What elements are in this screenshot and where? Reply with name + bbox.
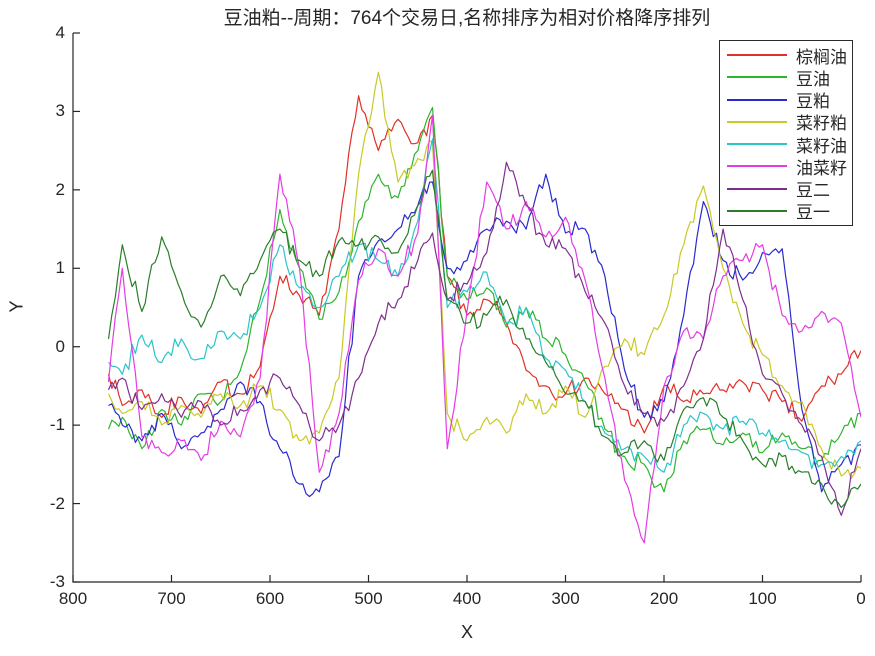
x-axis-label: X: [460, 622, 473, 642]
legend-line-swatch: [727, 54, 787, 57]
x-tick-label: 500: [354, 589, 383, 608]
legend-item-7: 豆一: [720, 200, 852, 222]
legend-item-3: 菜籽粕: [720, 111, 852, 133]
legend-item-label: 棕榈油: [796, 47, 847, 67]
legend-line-swatch: [727, 143, 787, 146]
series-line-4: [108, 138, 861, 473]
y-tick-label: 0: [55, 336, 65, 356]
legend-item-label: 豆一: [796, 203, 830, 223]
series-line-6: [107, 161, 861, 516]
legend-line-swatch: [727, 165, 787, 168]
legend-line-swatch: [727, 187, 787, 190]
x-tick-label: 800: [58, 589, 88, 608]
legend-line-swatch: [727, 120, 787, 123]
series-line-3: [107, 71, 861, 480]
legend-box: 棕榈油 豆油豆粕 菜籽粕 菜籽油 油菜籽豆二 豆一: [719, 40, 853, 226]
y-tick-label: 3: [55, 101, 65, 121]
y-tick-label: 2: [55, 179, 65, 199]
legend-item-6: 豆二: [720, 178, 852, 200]
y-tick-label: -1: [49, 415, 65, 435]
x-tick-label: 300: [551, 589, 580, 608]
legend-line-swatch: [727, 76, 787, 79]
y-tick-label: 1: [55, 258, 65, 278]
x-tick-label: 200: [649, 589, 679, 608]
series-line-0: [107, 95, 861, 434]
legend-item-4: 菜籽油: [720, 133, 852, 156]
legend-item-1: 豆油: [720, 66, 852, 89]
y-tick-label: -2: [49, 493, 65, 513]
legend-item-label: 豆粕: [796, 92, 830, 112]
legend-line-swatch: [727, 209, 787, 212]
legend-item-label: 豆二: [796, 181, 830, 201]
x-tick-label: 700: [157, 589, 186, 608]
y-tick-label: 4: [55, 23, 65, 42]
chart-title: 豆油粕--周期：764个交易日,名称排序为相对价格降序排列: [223, 8, 711, 29]
x-tick-label: 600: [255, 589, 285, 608]
legend-item-5: 油菜籽: [720, 155, 852, 178]
legend-item-0: 棕榈油: [720, 44, 852, 67]
x-tick-label: 100: [748, 589, 777, 608]
series-line-5: [107, 114, 861, 544]
x-tick-label: 0: [856, 589, 866, 608]
y-axis-label: Y: [6, 300, 27, 313]
legend-item-label: 豆油: [796, 69, 830, 89]
legend-item-label: 油菜籽: [796, 158, 847, 178]
x-tick-label: 400: [452, 589, 482, 608]
legend-line-swatch: [727, 98, 787, 101]
series-line-1: [107, 106, 861, 493]
legend-item-label: 菜籽粕: [796, 114, 847, 134]
legend-item-label: 菜籽油: [796, 136, 847, 156]
legend-item-2: 豆粕: [720, 89, 852, 111]
series-line-7: [107, 169, 861, 509]
y-tick-label: -3: [49, 572, 65, 591]
